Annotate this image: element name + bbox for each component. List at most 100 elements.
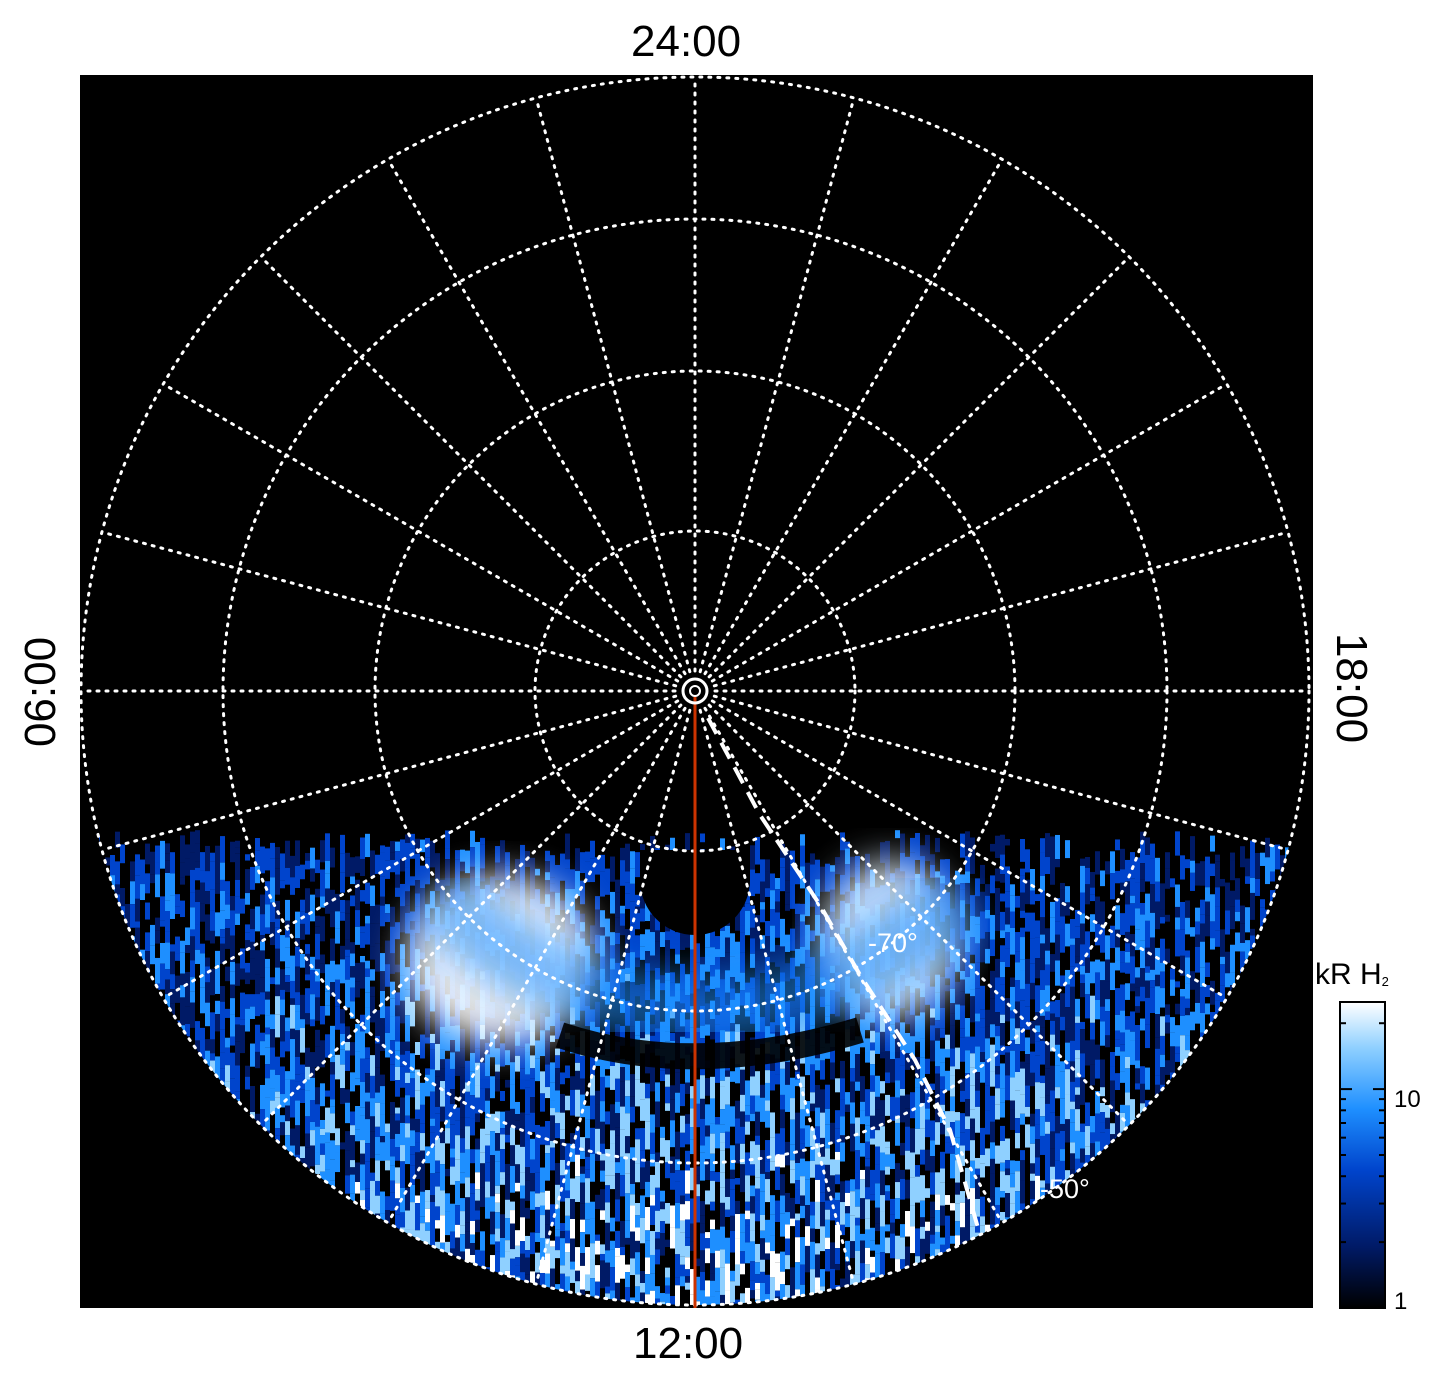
emission-cell bbox=[265, 1015, 270, 1028]
emission-cell bbox=[455, 1120, 460, 1136]
emission-cell bbox=[505, 1110, 510, 1135]
emission-cell bbox=[810, 1146, 815, 1161]
emission-cell bbox=[760, 1150, 765, 1174]
emission-cell bbox=[835, 1174, 840, 1185]
emission-cell bbox=[445, 830, 450, 849]
emission-cell bbox=[185, 945, 190, 954]
emission-cell bbox=[115, 861, 120, 885]
emission-cell bbox=[700, 1075, 705, 1099]
emission-cell bbox=[760, 1214, 765, 1231]
emission-cell bbox=[1165, 1022, 1170, 1034]
emission-cell bbox=[955, 1182, 960, 1195]
emission-cell bbox=[235, 847, 240, 854]
emission-cell bbox=[275, 948, 280, 968]
emission-cell bbox=[530, 1173, 535, 1192]
emission-cell bbox=[1240, 923, 1245, 943]
emission-cell bbox=[1175, 884, 1180, 907]
emission-cell bbox=[770, 1112, 775, 1138]
emission-cell bbox=[225, 1047, 230, 1066]
emission-cell bbox=[625, 1264, 630, 1273]
emission-cell bbox=[660, 1209, 665, 1222]
emission-cell bbox=[700, 1152, 705, 1181]
emission-cell bbox=[1010, 1010, 1015, 1019]
emission-cell bbox=[1100, 1059, 1105, 1088]
emission-cell bbox=[1025, 1037, 1030, 1055]
emission-cell bbox=[970, 1140, 975, 1161]
emission-cell bbox=[965, 831, 970, 857]
emission-cell bbox=[635, 1227, 640, 1241]
emission-cell bbox=[1105, 981, 1110, 1000]
emission-cell bbox=[430, 1049, 435, 1070]
emission-cell bbox=[490, 1255, 495, 1273]
emission-cell bbox=[845, 1240, 850, 1262]
emission-cell bbox=[1010, 911, 1015, 928]
emission-cell bbox=[1010, 977, 1015, 987]
emission-cell bbox=[1105, 959, 1110, 982]
emission-cell bbox=[1095, 851, 1100, 875]
emission-cell bbox=[330, 911, 335, 928]
emission-cell bbox=[990, 1071, 995, 1087]
emission-cell bbox=[400, 883, 405, 907]
emission-cell bbox=[910, 1092, 915, 1119]
emission-cell bbox=[895, 1041, 900, 1059]
emission-cell bbox=[815, 1107, 820, 1127]
emission-cell bbox=[720, 1142, 725, 1151]
emission-cell bbox=[790, 1098, 795, 1120]
emission-cell bbox=[885, 1237, 890, 1254]
emission-cell bbox=[980, 1061, 985, 1083]
emission-cell bbox=[450, 1068, 455, 1090]
emission-cell bbox=[685, 1123, 690, 1145]
emission-cell bbox=[815, 1164, 820, 1180]
emission-cell bbox=[145, 932, 150, 952]
emission-cell bbox=[1085, 957, 1090, 973]
emission-cell bbox=[265, 1097, 270, 1122]
emission-cell bbox=[270, 877, 275, 903]
emission-cell bbox=[830, 1062, 835, 1080]
emission-cell bbox=[185, 1006, 190, 1025]
emission-cell bbox=[225, 893, 230, 905]
emission-cell bbox=[995, 1088, 1000, 1105]
emission-cell bbox=[630, 1194, 635, 1206]
emission-cell bbox=[950, 988, 955, 1004]
emission-cell bbox=[355, 926, 360, 945]
emission-cell bbox=[135, 921, 140, 928]
emission-cell bbox=[365, 1199, 370, 1208]
emission-cell bbox=[700, 1290, 705, 1305]
emission-cell bbox=[1090, 1116, 1095, 1133]
emission-cell bbox=[1070, 1101, 1075, 1110]
emission-cell bbox=[920, 845, 925, 857]
emission-cell bbox=[165, 860, 170, 873]
emission-cell bbox=[335, 1054, 340, 1080]
emission-cell bbox=[745, 1080, 750, 1106]
emission-cell bbox=[945, 1049, 950, 1058]
emission-cell bbox=[835, 863, 840, 875]
emission-cell bbox=[355, 1105, 360, 1130]
emission-cell bbox=[750, 1060, 755, 1077]
emission-cell bbox=[625, 871, 630, 883]
emission-cell bbox=[1035, 894, 1040, 902]
emission-cell bbox=[400, 1145, 405, 1162]
emission-cell bbox=[600, 1170, 605, 1182]
emission-cell bbox=[1200, 923, 1205, 942]
emission-cell bbox=[295, 1081, 300, 1101]
emission-cell bbox=[375, 1043, 380, 1068]
emission-cell bbox=[220, 1001, 225, 1030]
emission-cell bbox=[370, 1075, 375, 1099]
emission-cell bbox=[1140, 1066, 1145, 1084]
emission-cell bbox=[280, 935, 285, 962]
emission-cell bbox=[535, 1193, 540, 1207]
emission-cell bbox=[1000, 1088, 1005, 1103]
emission-cell bbox=[385, 1196, 390, 1211]
emission-cell bbox=[600, 1189, 605, 1211]
emission-cell bbox=[675, 1228, 680, 1255]
emission-cell bbox=[330, 938, 335, 961]
emission-cell bbox=[1005, 1160, 1010, 1169]
emission-cell bbox=[305, 988, 310, 1014]
emission-cell bbox=[980, 1127, 985, 1155]
emission-cell bbox=[705, 1190, 710, 1205]
emission-cell bbox=[650, 1114, 655, 1133]
emission-cell bbox=[1205, 887, 1210, 902]
emission-cell bbox=[205, 957, 210, 967]
emission-cell bbox=[1075, 1094, 1080, 1110]
emission-cell bbox=[780, 1154, 785, 1168]
